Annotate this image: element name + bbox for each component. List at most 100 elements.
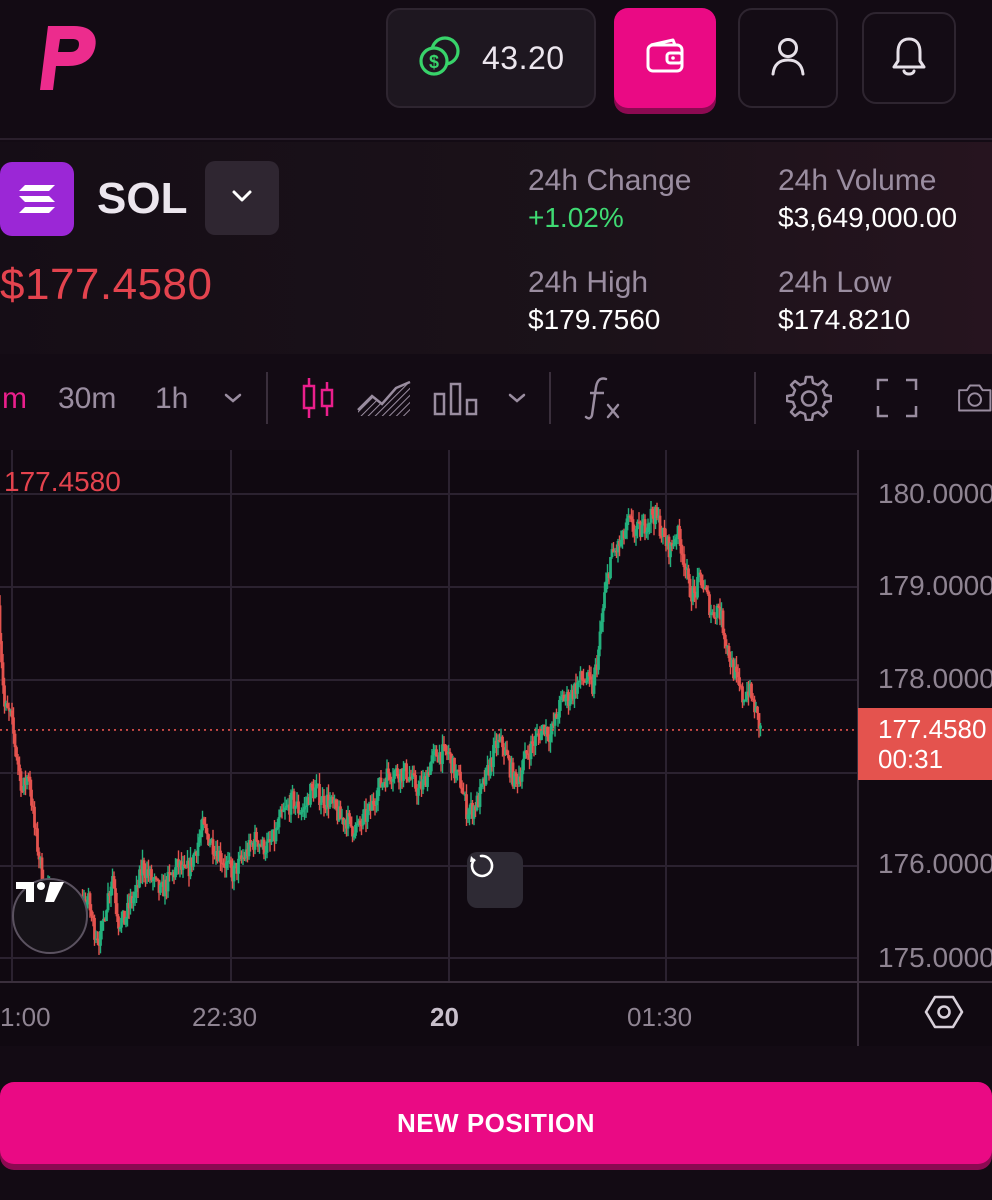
candle-body <box>553 714 557 726</box>
candle-body <box>234 863 237 866</box>
candle-body <box>402 768 405 781</box>
bars-icon[interactable] <box>432 374 480 422</box>
candle-body <box>471 802 474 819</box>
candle-body <box>160 881 164 885</box>
candle-body <box>360 824 363 827</box>
candle-body <box>294 806 297 809</box>
candle-body <box>147 869 150 876</box>
candle-body <box>31 805 35 808</box>
candle-body <box>756 706 759 714</box>
candle-body <box>15 747 18 758</box>
sol-token-icon <box>0 162 74 236</box>
price-chart[interactable]: 177.4580 180.0000 179.0000 178.0000 176.… <box>0 450 992 1046</box>
candle-body <box>166 872 170 892</box>
candle-body <box>603 592 606 609</box>
interval-30m[interactable]: 30m <box>58 382 117 415</box>
notifications-button[interactable] <box>862 12 956 104</box>
candle-body <box>606 573 609 582</box>
candle-body <box>94 938 98 941</box>
candle-body <box>625 518 629 531</box>
candle-body <box>7 707 11 711</box>
candle-body <box>384 782 387 787</box>
candle-body <box>436 756 440 763</box>
candle-body <box>156 878 159 880</box>
candle-body <box>577 680 581 683</box>
candle-body <box>549 734 552 742</box>
candle-body <box>495 740 498 749</box>
candle-body <box>219 850 222 863</box>
candle-body <box>102 918 105 921</box>
candle-body <box>454 771 458 779</box>
fullscreen-icon[interactable] <box>876 374 918 422</box>
candle-body <box>373 804 377 806</box>
function-icon[interactable] <box>584 374 624 422</box>
chart-type-dropdown[interactable] <box>504 374 530 422</box>
market-selector-dropdown[interactable] <box>205 161 279 235</box>
candle-body <box>208 842 212 846</box>
candle-body <box>193 851 197 855</box>
candle-body <box>738 677 741 687</box>
new-position-button[interactable]: NEW POSITION <box>0 1082 992 1164</box>
candle-body <box>589 676 593 680</box>
candle-body <box>687 568 690 579</box>
candle-body <box>343 820 347 825</box>
candle-body <box>165 879 168 892</box>
candle-body <box>100 920 104 931</box>
candle-body <box>226 860 230 863</box>
candle-body <box>526 753 530 755</box>
candle-body <box>363 809 366 814</box>
candle-body <box>27 776 30 779</box>
candle-body <box>13 733 17 748</box>
candle-body <box>181 864 185 870</box>
candle-body <box>154 877 158 879</box>
reset-chart-button[interactable] <box>467 852 523 908</box>
candle-body <box>162 881 165 897</box>
candle-body <box>312 787 315 799</box>
candle-body <box>660 536 663 538</box>
candle-body <box>459 771 462 788</box>
candle-body <box>97 940 101 946</box>
candle-body <box>276 827 279 829</box>
candle-body <box>513 772 516 787</box>
candle-body <box>382 782 386 784</box>
candle-body <box>204 824 207 829</box>
candle-body <box>655 507 659 518</box>
balance-display[interactable]: $ 43.20 <box>386 8 596 108</box>
interval-m[interactable]: m <box>2 382 27 415</box>
candle-body <box>531 741 534 744</box>
candle-body <box>351 826 354 837</box>
candle-body <box>273 829 276 842</box>
candle-body <box>679 539 683 554</box>
candle-body <box>448 751 452 754</box>
candle-body <box>462 792 465 795</box>
candle-body <box>735 666 738 672</box>
candle-body <box>331 796 335 804</box>
candle-body <box>636 521 639 530</box>
candle-body <box>709 612 713 616</box>
candle-body <box>286 804 290 807</box>
candle-body <box>400 769 404 781</box>
candle-body <box>4 703 8 707</box>
candle-body <box>475 795 479 811</box>
area-chart-icon[interactable] <box>356 374 412 422</box>
interval-more-dropdown[interactable] <box>220 374 246 422</box>
wallet-button[interactable] <box>614 8 716 108</box>
user-icon <box>770 36 806 81</box>
interval-1h[interactable]: 1h <box>155 382 189 415</box>
candle-body <box>696 576 699 598</box>
candle-body <box>684 567 687 570</box>
candle-body <box>40 857 44 881</box>
candle-body <box>265 841 269 853</box>
candles-icon[interactable] <box>298 374 338 422</box>
profile-button[interactable] <box>738 8 838 108</box>
gear-icon[interactable] <box>786 374 832 422</box>
candlestick-plot[interactable] <box>0 450 992 1046</box>
app-logo[interactable] <box>34 22 98 92</box>
candle-body <box>280 809 284 812</box>
candle-body <box>352 835 356 838</box>
camera-icon[interactable] <box>956 374 992 422</box>
candle-body <box>37 851 41 860</box>
tradingview-logo[interactable] <box>12 878 88 954</box>
candle-body <box>159 884 162 893</box>
candle-body <box>241 857 245 860</box>
